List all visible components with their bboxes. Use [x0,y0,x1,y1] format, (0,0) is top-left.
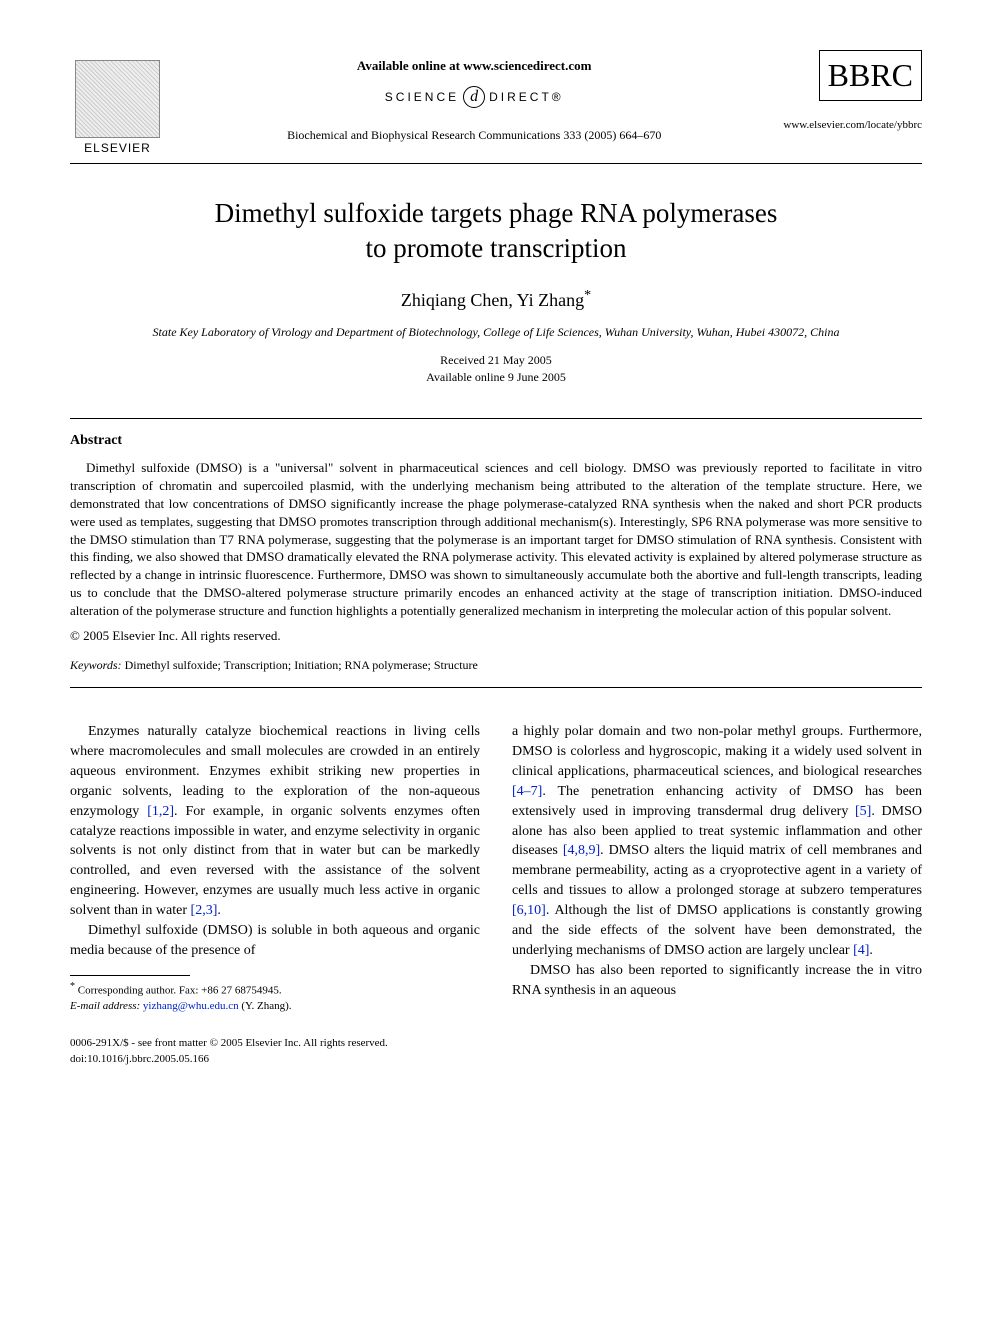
doi-line: doi:10.1016/j.bbrc.2005.05.166 [70,1052,922,1067]
copyright-line: © 2005 Elsevier Inc. All rights reserved… [70,628,922,644]
email-footnote: E-mail address: yizhang@whu.edu.cn (Y. Z… [70,999,480,1014]
keywords-values: Dimethyl sulfoxide; Transcription; Initi… [122,658,478,672]
authors: Zhiqiang Chen, Yi Zhang* [70,288,922,311]
r-p1f: . [869,943,873,958]
header-center: Available online at www.sciencedirect.co… [165,50,783,143]
journal-citation: Biochemical and Biophysical Research Com… [165,128,783,143]
left-para-2: Dimethyl sulfoxide (DMSO) is soluble in … [70,921,480,961]
title-line-1: Dimethyl sulfoxide targets phage RNA pol… [215,198,778,228]
affiliation: State Key Laboratory of Virology and Dep… [70,325,922,340]
abstract-text: Dimethyl sulfoxide (DMSO) is a "universa… [70,459,922,620]
header-divider [70,163,922,164]
footnote-star-icon: * [70,981,75,992]
ref-link[interactable]: [1,2] [147,804,174,819]
abstract-body: Dimethyl sulfoxide (DMSO) is a "universa… [70,460,922,619]
elsevier-tree-icon [75,60,160,138]
corr-text: Corresponding author. Fax: +86 27 687549… [78,984,282,996]
body-columns: Enzymes naturally catalyze biochemical r… [70,722,922,1014]
ref-link[interactable]: [4,8,9] [563,843,600,858]
received-date: Received 21 May 2005 [440,353,552,367]
front-matter-line: 0006-291X/$ - see front matter © 2005 El… [70,1036,922,1051]
sd-circle-icon: d [463,86,485,108]
l-p1c: . [217,903,221,918]
ref-link[interactable]: [4] [853,943,869,958]
page-header: ELSEVIER Available online at www.science… [70,50,922,155]
sd-right: DIRECT® [489,90,564,104]
bbrc-box: BBRC www.elsevier.com/locate/ybbrc [783,50,922,131]
sciencedirect-logo: SCIENCE d DIRECT® [165,86,783,108]
abstract-divider-top [70,418,922,419]
elsevier-logo: ELSEVIER [70,50,165,155]
author-names: Zhiqiang Chen, Yi Zhang [401,290,584,310]
abstract-divider-bottom [70,687,922,688]
article-title: Dimethyl sulfoxide targets phage RNA pol… [70,196,922,266]
footnote-divider [70,975,190,976]
footnote-block: * Corresponding author. Fax: +86 27 6875… [70,980,480,1014]
locate-url: www.elsevier.com/locate/ybbrc [783,119,922,131]
email-link[interactable]: yizhang@whu.edu.cn [143,1000,239,1012]
keywords-line: Keywords: Dimethyl sulfoxide; Transcript… [70,658,922,673]
ref-link[interactable]: [5] [855,804,871,819]
article-dates: Received 21 May 2005 Available online 9 … [70,352,922,386]
bottom-info: 0006-291X/$ - see front matter © 2005 El… [70,1036,922,1067]
email-paren: (Y. Zhang). [239,1000,292,1012]
corresponding-footnote: * Corresponding author. Fax: +86 27 6875… [70,980,480,999]
keywords-label: Keywords: [70,658,122,672]
r-p1a: a highly polar domain and two non-polar … [512,724,922,779]
l-p1b: . For example, in organic solvents enzym… [70,804,480,918]
left-para-1: Enzymes naturally catalyze biochemical r… [70,722,480,921]
available-online-text: Available online at www.sciencedirect.co… [165,58,783,74]
ref-link[interactable]: [2,3] [191,903,218,918]
r-p2: DMSO has also been reported to significa… [512,963,922,998]
left-column: Enzymes naturally catalyze biochemical r… [70,722,480,1014]
right-column: a highly polar domain and two non-polar … [512,722,922,1014]
ref-link[interactable]: [6,10] [512,903,546,918]
l-p2: Dimethyl sulfoxide (DMSO) is soluble in … [70,923,480,958]
abstract-heading: Abstract [70,433,922,449]
bbrc-logo: BBRC [819,50,922,101]
sd-left: SCIENCE [385,90,459,104]
corresponding-mark-icon: * [584,288,591,303]
ref-link[interactable]: [4–7] [512,784,542,799]
email-label: E-mail address: [70,1000,140,1012]
title-line-2: to promote transcription [366,233,627,263]
available-date: Available online 9 June 2005 [426,370,566,384]
right-para-2: DMSO has also been reported to significa… [512,961,922,1001]
right-para-1: a highly polar domain and two non-polar … [512,722,922,961]
elsevier-label: ELSEVIER [84,141,151,155]
